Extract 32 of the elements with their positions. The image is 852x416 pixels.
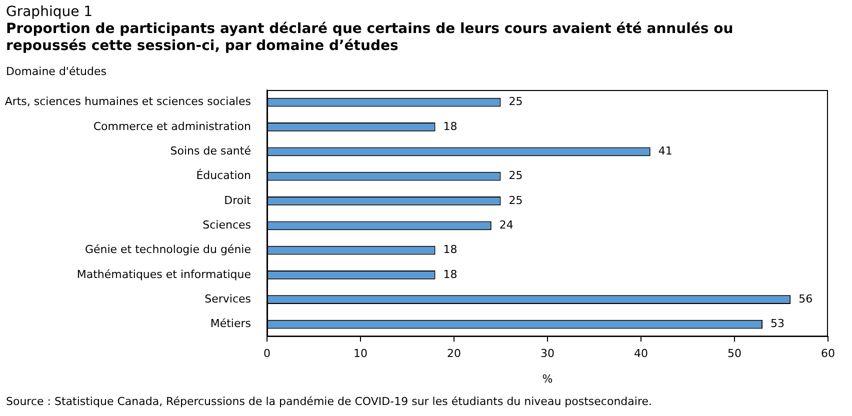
- source-note: Source : Statistique Canada, Répercussions de la pandémie de COVID-19 sur les étudiants du niveau postsecondaire.: [6, 395, 652, 408]
- x-tick-label: 60: [821, 347, 835, 360]
- data-label: 18: [443, 243, 458, 256]
- y-tick-label: Génie et technologie du génie: [84, 243, 252, 256]
- data-label: 18: [443, 268, 458, 281]
- x-tick-label: 30: [540, 347, 554, 360]
- data-label: 18: [443, 120, 458, 133]
- data-label: 25: [508, 169, 523, 182]
- y-tick-label: Services: [204, 292, 252, 306]
- data-label: 25: [508, 194, 523, 207]
- y-tick-label: Arts, sciences humaines et sciences sociales: [4, 95, 252, 108]
- x-axis-title: %: [542, 372, 553, 386]
- data-label: 24: [499, 218, 514, 232]
- x-tick-label: 50: [728, 347, 742, 360]
- x-tick-label: 40: [634, 347, 648, 360]
- y-tick-label: Soins de santé: [170, 144, 252, 158]
- y-tick-label: Éducation: [196, 168, 252, 182]
- y-tick-label: Sciences: [202, 218, 252, 232]
- y-axis-title: Domaine d'études: [6, 64, 107, 78]
- chart-subtitle: Proportion de participants ayant déclaré que certains de leurs cours avaient été annulés ou repoussés cette session-ci, par domaine d’études: [6, 21, 734, 55]
- x-tick-label: 20: [447, 347, 461, 360]
- data-label: 25: [508, 95, 523, 108]
- x-tick-label: 0: [264, 347, 270, 360]
- data-label: 41: [658, 144, 672, 158]
- data-label: 53: [770, 317, 785, 330]
- text: Graphique 1: [6, 4, 94, 21]
- data-label: 56: [798, 292, 813, 306]
- y-tick-label: Commerce et administration: [93, 120, 252, 133]
- y-tick-label: Mathématiques et informatique: [76, 268, 252, 281]
- x-tick-label: 10: [354, 347, 368, 360]
- y-tick-label: Métiers: [210, 317, 252, 330]
- y-tick-label: Droit: [224, 194, 252, 207]
